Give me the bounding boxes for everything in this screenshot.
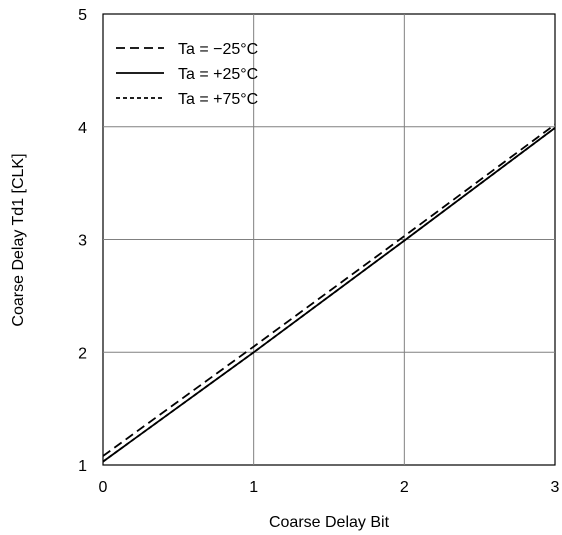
x-tick-label: 2 <box>400 479 409 496</box>
x-tick-label: 0 <box>99 479 108 496</box>
y-tick-label: 4 <box>78 120 87 137</box>
series-lines <box>102 123 556 463</box>
y-tick-label: 3 <box>78 233 87 250</box>
series-line <box>102 123 556 457</box>
legend: Ta = −25°C Ta = +25°C Ta = +75°C <box>116 41 258 108</box>
y-axis-label: Coarse Delay Td1 [CLK] <box>10 153 27 326</box>
legend-label: Ta = +75°C <box>178 91 258 108</box>
x-tick-label: 3 <box>551 479 560 496</box>
y-tick-label: 5 <box>78 7 87 24</box>
y-tick-label: 2 <box>78 345 87 362</box>
x-axis-label: Coarse Delay Bit <box>269 514 390 531</box>
y-tick-label: 1 <box>78 458 87 475</box>
legend-label: Ta = +25°C <box>178 66 258 83</box>
legend-label: Ta = −25°C <box>178 41 258 58</box>
series-line <box>102 127 556 463</box>
x-tick-label: 1 <box>249 479 258 496</box>
grid <box>103 14 555 465</box>
